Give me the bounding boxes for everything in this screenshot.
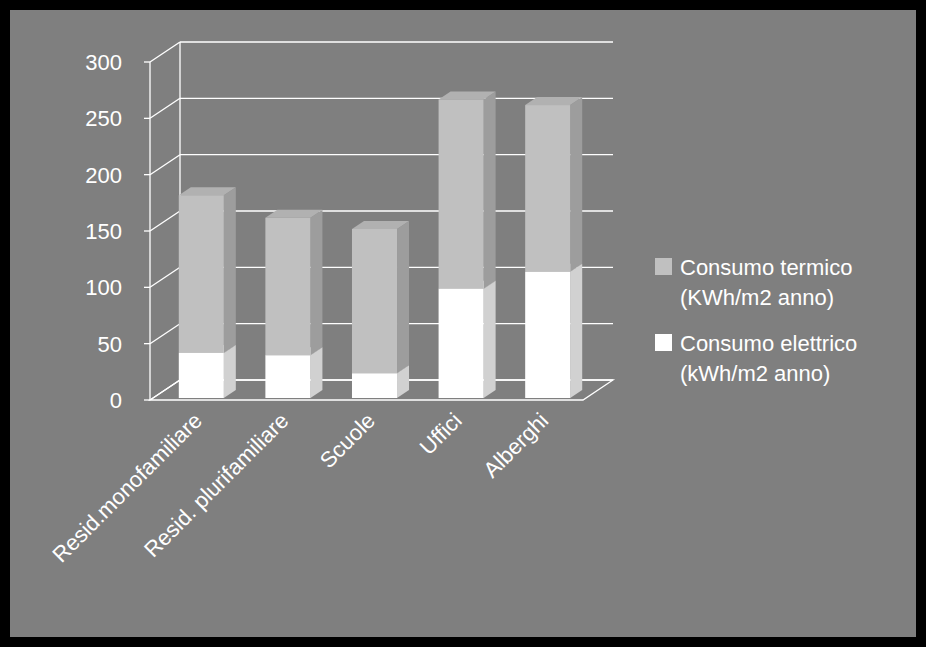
y-tick-label: 300 (85, 50, 122, 75)
bar-top (352, 221, 409, 229)
bar-side (484, 281, 496, 398)
grid-line (180, 41, 613, 42)
legend-label: Consumo elettrico (kWh/m2 anno) (680, 331, 863, 386)
bar-side (310, 347, 322, 398)
bar-segment (525, 97, 582, 272)
legend-label-line: Consumo elettrico (680, 331, 863, 356)
legend-label-line: (KWh/m2 anno) (680, 285, 834, 310)
grid-line-side (150, 155, 180, 175)
y-tick-label: 200 (85, 163, 122, 188)
bar (439, 289, 484, 398)
y-tick-label: 100 (85, 275, 122, 300)
bar-segment (439, 91, 496, 288)
bar (265, 355, 310, 398)
bar-side (224, 187, 236, 353)
bar-side (570, 264, 582, 398)
grid-line-side (150, 98, 180, 118)
tick-mark (144, 118, 150, 119)
bar (352, 373, 397, 398)
grid-line-side (150, 211, 180, 231)
bar-top (179, 187, 236, 195)
bar-segment (525, 264, 582, 398)
x-tick-label: Resid.monofamiliare (47, 408, 206, 567)
bar-side (484, 91, 496, 288)
bar-side (224, 345, 236, 398)
bar-segment (352, 221, 409, 373)
legend-label: Consumo termico (KWh/m2 anno) (680, 255, 859, 310)
chart-background (10, 10, 916, 637)
bar-segment (439, 281, 496, 398)
y-axis-line (149, 62, 150, 400)
legend-label-line: (kWh/m2 anno) (680, 361, 830, 386)
bar-side (570, 97, 582, 272)
y-tick-label: 50 (98, 332, 122, 357)
chart-svg: 0 50 100 150 200 250 300 Resid.monofamiliareRes… (0, 0, 926, 647)
x-tick-label: Resid. plurifamiliare (139, 408, 293, 562)
tick-mark (144, 287, 150, 288)
bar-side (310, 210, 322, 355)
bar-top (525, 97, 582, 105)
grid-line-side (150, 324, 180, 344)
legend-swatch (655, 258, 672, 275)
legend: Consumo termico (KWh/m2 anno) Consumo ele… (655, 255, 863, 386)
chart-container: 0 50 100 150 200 250 300 Resid.monofamiliareRes… (0, 0, 926, 647)
bar (439, 99, 484, 288)
bar-top (439, 91, 496, 99)
outer-border (0, 0, 926, 647)
y-tick-label: 0 (110, 388, 122, 413)
bar-side (397, 221, 409, 373)
grid-line-side (150, 267, 180, 287)
legend-label-line: Consumo termico (680, 255, 859, 280)
tick-mark (144, 174, 150, 175)
bar (179, 195, 224, 353)
grid-line-side (150, 42, 180, 62)
y-tick-label: 250 (85, 106, 122, 131)
bar (525, 272, 570, 398)
bar (265, 218, 310, 355)
bar-segment (179, 187, 236, 353)
x-tick-label: Uffici (415, 408, 467, 460)
tick-mark (144, 343, 150, 344)
grid (144, 42, 613, 400)
tick-mark (144, 230, 150, 231)
bar (179, 353, 224, 398)
x-tick-label: Alberghi (478, 408, 553, 483)
y-tick-label: 150 (85, 219, 122, 244)
bar (352, 229, 397, 373)
bar-top (265, 210, 322, 218)
bar-segment (265, 210, 322, 355)
bars (179, 91, 582, 398)
x-tick-label: Scuole (315, 408, 380, 473)
bar (525, 105, 570, 272)
tick-mark (144, 61, 150, 62)
legend-swatch (655, 334, 672, 351)
